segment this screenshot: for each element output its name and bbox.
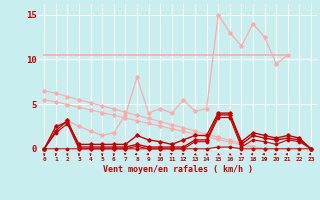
X-axis label: Vent moyen/en rafales ( km/h ): Vent moyen/en rafales ( km/h )	[103, 165, 252, 174]
